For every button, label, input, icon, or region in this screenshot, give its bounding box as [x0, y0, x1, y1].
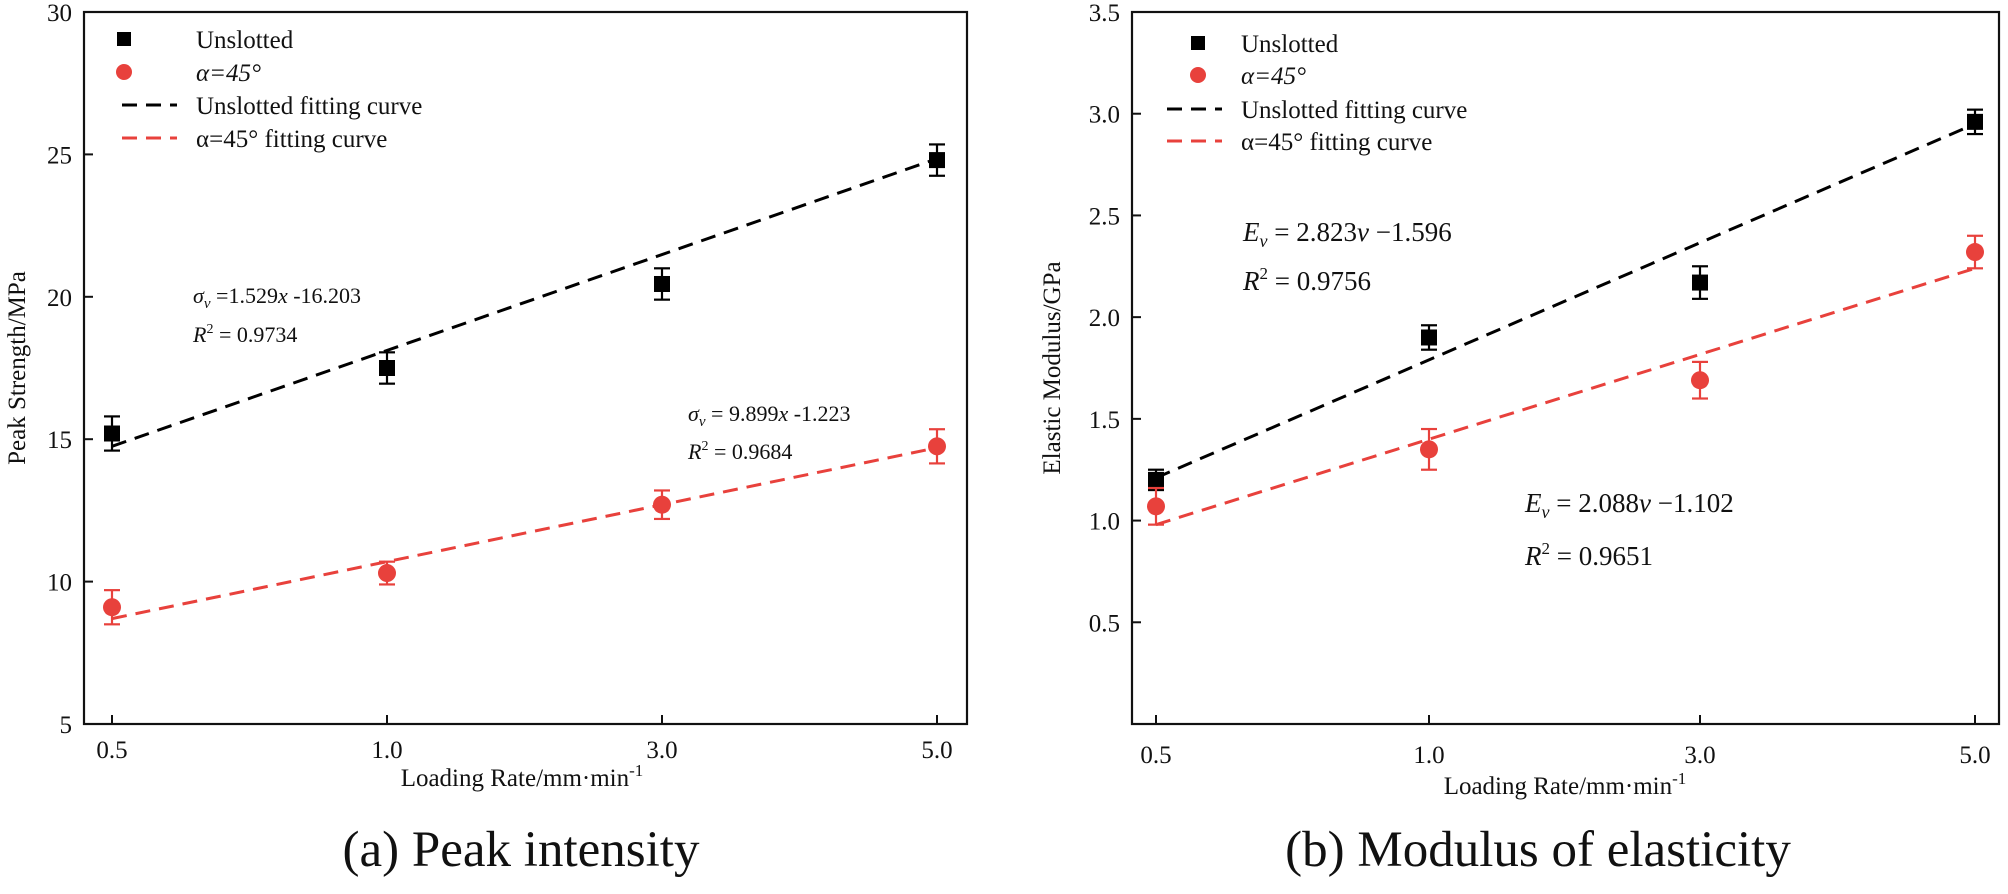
panel-a-y-tick-label: 30 [47, 0, 72, 27]
panel-a-equation-alpha45: σv = 9.899x -1.223 R2 = 0.9684 [687, 401, 851, 464]
panel-a-x-tick-label: 3.0 [646, 737, 677, 764]
panel-b-point-unslotted [1421, 329, 1437, 346]
panel-b-x-tick-label: 1.0 [1413, 742, 1444, 769]
panel-a-point-unslotted [929, 152, 945, 169]
panel-b-y-tick-label: 1.0 [1089, 509, 1120, 536]
panel-b-point-alpha45 [1420, 440, 1438, 459]
panel-b-legend-marker-unslotted [1191, 36, 1205, 50]
panel-a-y-tick-label: 15 [47, 427, 72, 454]
panel-a-equation-unslotted-r2: R2 = 0.9734 [192, 322, 297, 347]
panel-b-point-alpha45 [1147, 497, 1165, 516]
panel-b-caption: (b) Modulus of elasticity [1285, 822, 1791, 878]
panel-b-legend: Unslotted α=45° Unslotted fitting curve … [1167, 31, 1467, 156]
panel-a-y-tick-label: 5 [60, 712, 73, 739]
panel-a-legend-label-unslotted-fit: Unslotted fitting curve [196, 93, 422, 120]
panel-a-x-tick-label: 1.0 [371, 737, 402, 764]
panel-b-x-axis: 0.5 1.0 3.0 5.0 [1140, 715, 1991, 769]
panel-a-legend: Unslotted α=45° Unslotted fitting curve … [116, 27, 422, 153]
panel-b-legend-label-unslotted-fit: Unslotted fitting curve [1241, 97, 1467, 124]
panel-b-equation-unslotted: Ev = 2.823v −1.596 R2 = 0.9756 [1242, 217, 1452, 296]
panel-a-equation-unslotted-fit: σv =1.529x -16.203 [193, 283, 361, 312]
panel-a-y-tick-label: 10 [47, 570, 72, 597]
panel-b-equation-unslotted-r2: R2 = 0.9756 [1242, 264, 1371, 296]
panel-a-legend-marker-unslotted [117, 32, 131, 46]
panel-a-x-tick-label: 5.0 [921, 737, 952, 764]
panel-b-legend-label-alpha45: α=45° [1241, 63, 1306, 90]
panel-b-point-unslotted [1148, 471, 1164, 488]
panel-b-x-tick-label: 5.0 [1959, 742, 1990, 769]
panel-b-plot-marks [1147, 108, 1984, 527]
panel-b-equation-alpha45: Ev = 2.088v −1.102 R2 = 0.9651 [1524, 488, 1734, 571]
panel-a-point-unslotted [379, 360, 395, 376]
panel-b-x-axis-title: Loading Rate/mm·min-1 [1444, 769, 1687, 800]
panel-a-point-unslotted [654, 275, 670, 292]
panel-a-point-unslotted [104, 425, 120, 442]
panel-b-point-unslotted [1692, 274, 1708, 291]
panel-b-y-tick-label: 0.5 [1089, 610, 1120, 637]
panel-a-legend-label-alpha45: α=45° [196, 60, 261, 87]
panel-a-y-tick-label: 25 [47, 142, 72, 169]
panel-a-caption: (a) Peak intensity [343, 822, 700, 878]
panel-b-elastic-modulus: 0.5 1.0 1.5 2.0 2.5 3.0 3.5 0.5 1.0 3.0 5.0 Elast… [1039, 0, 2001, 878]
panel-a-point-alpha45 [378, 564, 396, 583]
panel-b-fit-line-alpha45 [1155, 266, 1976, 527]
panel-a-fit-line-alpha45 [111, 446, 938, 621]
panel-b-equation-alpha45-r2: R2 = 0.9651 [1524, 539, 1653, 571]
panel-b-point-alpha45 [1966, 243, 1984, 262]
panel-b-y-tick-label: 2.0 [1089, 305, 1120, 332]
panel-b-legend-label-unslotted: Unslotted [1241, 31, 1339, 58]
panel-b-equation-unslotted-fit: Ev = 2.823v −1.596 [1242, 217, 1452, 251]
panel-b-y-axis-title: Elastic Modulus/GPa [1039, 261, 1066, 474]
panel-b-y-tick-label: 3.0 [1089, 102, 1120, 129]
panel-a-y-axis: 5 10 15 20 25 30 [47, 0, 93, 739]
panel-b-y-tick-label: 3.5 [1089, 0, 1120, 27]
panel-b-fit-line-unslotted [1155, 122, 1976, 480]
panel-a-plot-frame [82, 10, 969, 726]
panel-b-y-tick-label: 2.5 [1089, 203, 1120, 230]
panel-a-point-alpha45 [928, 437, 946, 456]
panel-b-x-tick-label: 3.0 [1684, 742, 1715, 769]
panel-a-peak-strength: 5 10 15 20 25 30 0.5 1.0 3.0 5.0 Peak Strength/M… [4, 0, 969, 878]
panel-b-legend-marker-alpha45 [1190, 67, 1206, 83]
panel-b-y-axis: 0.5 1.0 1.5 2.0 2.5 3.0 3.5 [1089, 0, 1141, 637]
panel-a-fit-line-unslotted [111, 157, 938, 448]
panel-b-x-tick-label: 0.5 [1140, 742, 1171, 769]
panel-b-equation-alpha45-fit: Ev = 2.088v −1.102 [1524, 488, 1734, 522]
panel-a-y-axis-title: Peak Strength/MPa [4, 271, 31, 465]
panel-b-point-unslotted [1967, 113, 1983, 130]
panel-a-point-alpha45 [103, 598, 121, 617]
panel-b-plot-frame [1130, 10, 2001, 726]
panel-a-legend-label-alpha45-fit: α=45° fitting curve [196, 126, 387, 153]
panel-a-x-tick-label: 0.5 [96, 737, 127, 764]
panel-a-x-axis: 0.5 1.0 3.0 5.0 [96, 715, 953, 764]
panel-b-y-tick-label: 1.5 [1089, 407, 1120, 434]
panel-b-point-alpha45 [1691, 371, 1709, 390]
panel-a-equation-alpha45-r2: R2 = 0.9684 [687, 439, 792, 464]
panel-a-point-alpha45 [653, 495, 671, 514]
panel-a-plot-marks [103, 143, 946, 626]
panel-a-equation-alpha45-fit: σv = 9.899x -1.223 [688, 401, 851, 430]
panel-a-x-axis-title: Loading Rate/mm·min-1 [401, 761, 644, 792]
panel-b-legend-label-alpha45-fit: α=45° fitting curve [1241, 129, 1432, 156]
panel-a-equation-unslotted: σv =1.529x -16.203 R2 = 0.9734 [192, 283, 361, 347]
panel-a-legend-marker-alpha45 [116, 64, 132, 80]
panel-a-legend-label-unslotted: Unslotted [196, 27, 294, 54]
panel-a-y-tick-label: 20 [47, 285, 72, 312]
